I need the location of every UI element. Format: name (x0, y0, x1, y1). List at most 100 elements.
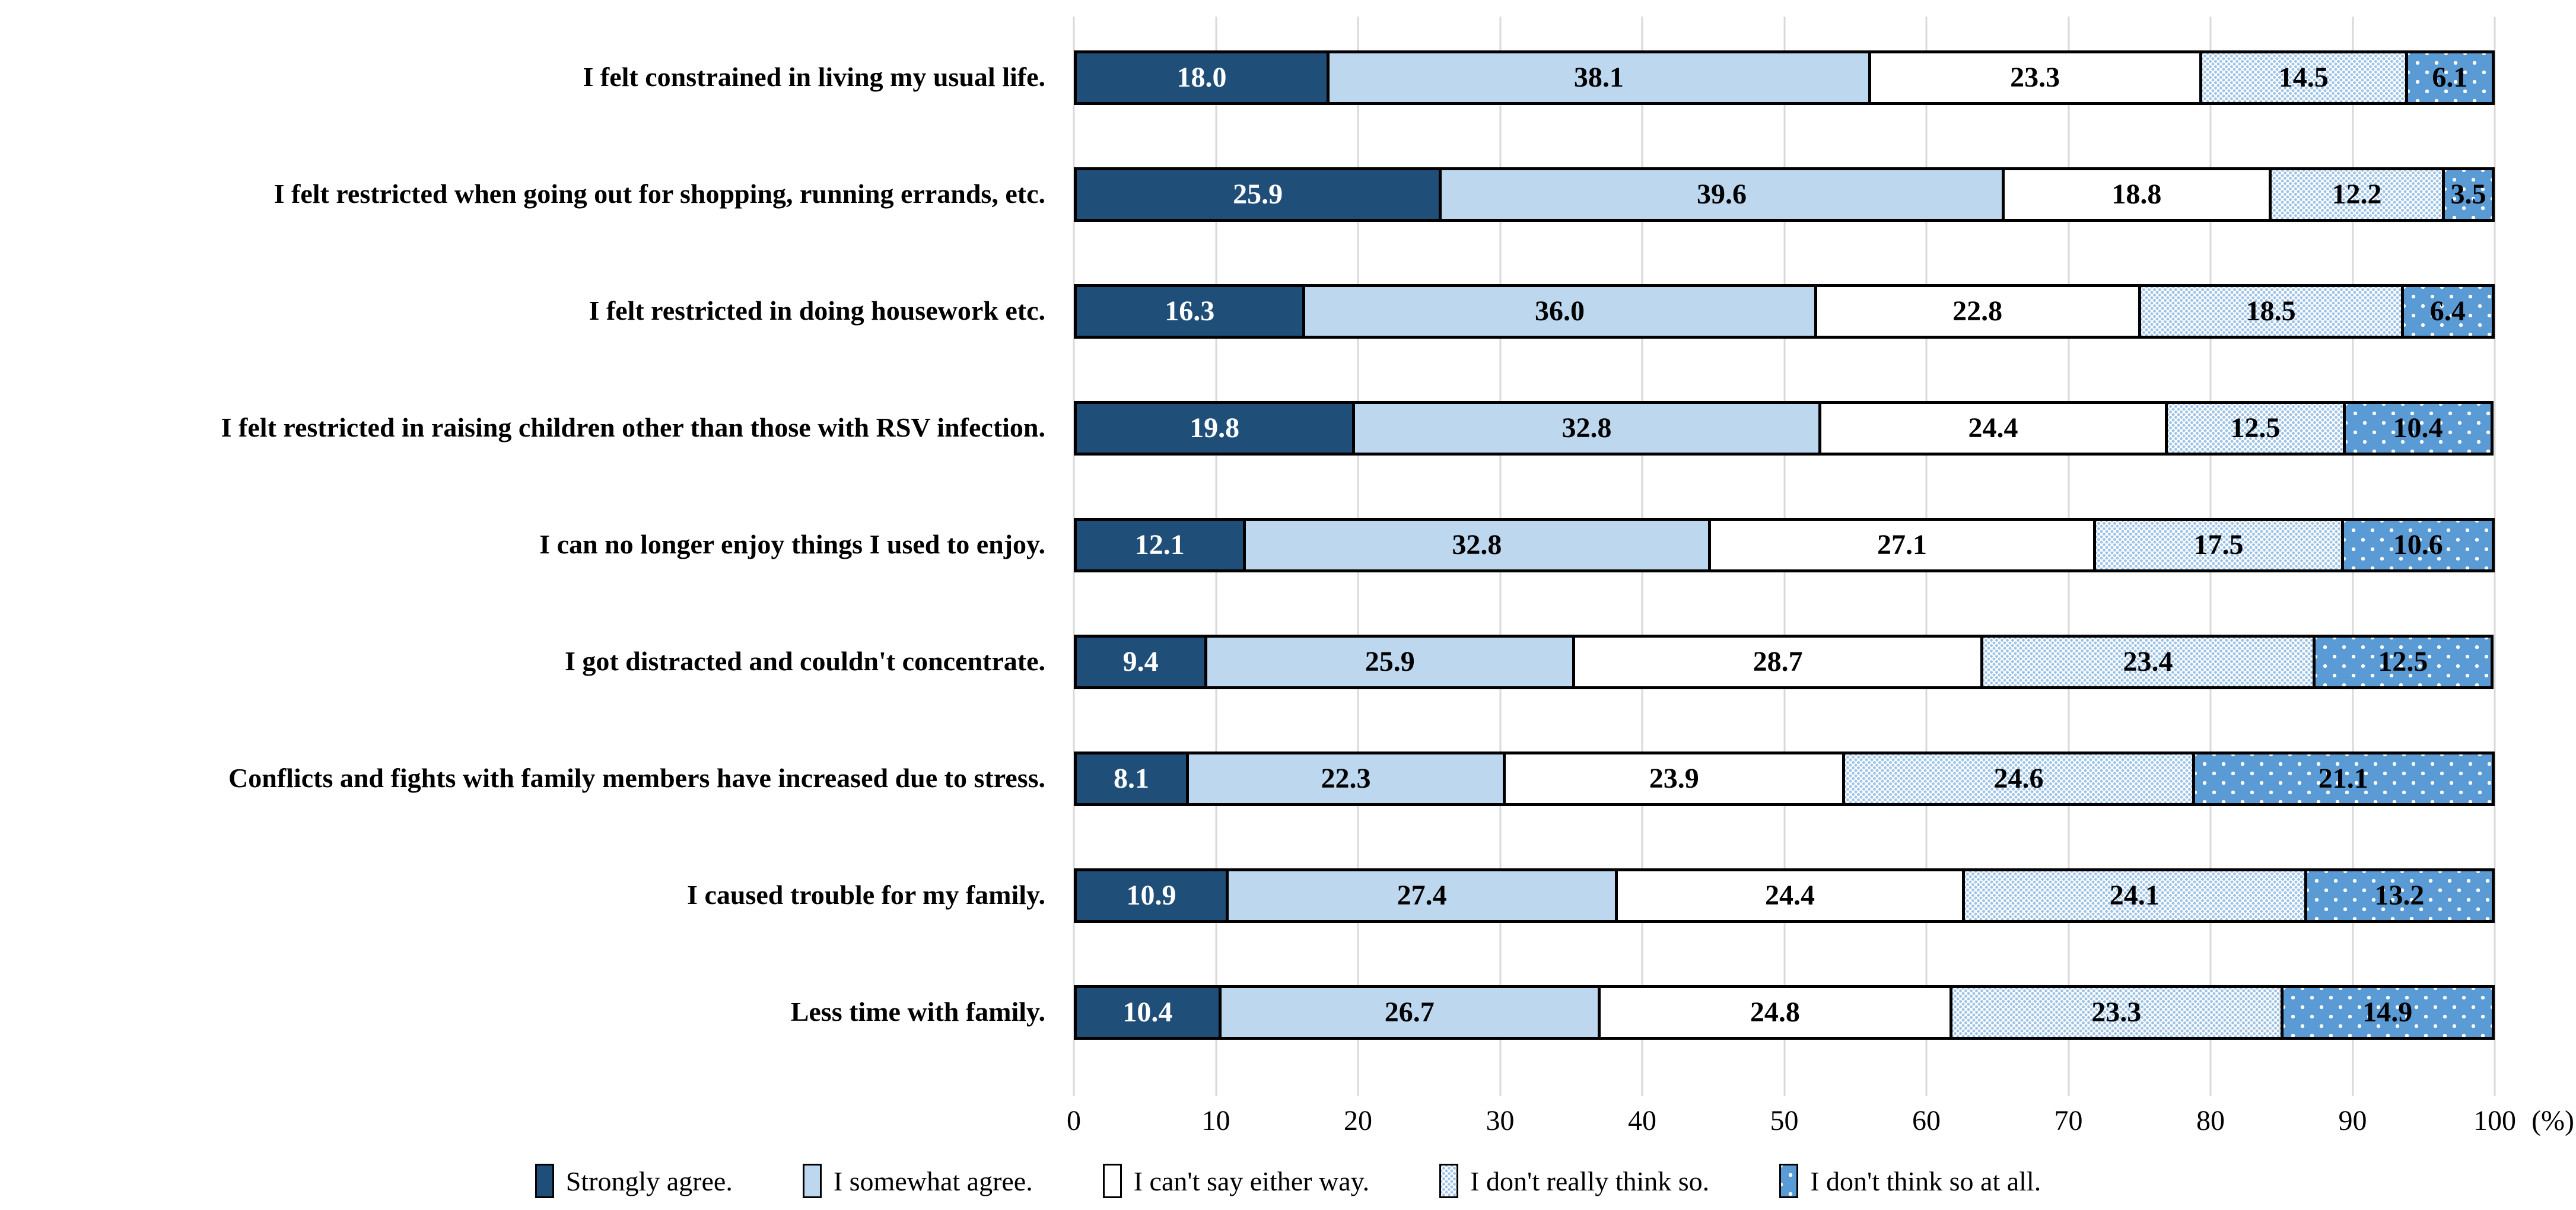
bar-row: I got distracted and couldn't concentrat… (0, 603, 2495, 720)
bar-segment: 12.2 (2271, 167, 2445, 222)
bar-segment: 16.3 (1074, 284, 1306, 339)
value-label: 24.6 (1993, 763, 2044, 794)
bar-segment: 24.6 (1845, 751, 2195, 806)
x-axis-tick: 10 (1201, 1105, 1230, 1136)
bar-row: I felt restricted in raising children ot… (0, 370, 2495, 486)
x-axis-tick: 0 (1067, 1105, 1081, 1136)
bar-segment: 27.1 (1711, 517, 2096, 572)
bar-segment: 32.8 (1355, 400, 1821, 456)
legend-label: I don't think so at all. (1810, 1166, 2041, 1196)
bar-segment: 25.9 (1074, 167, 1442, 222)
value-label: 12.1 (1134, 529, 1185, 561)
legend-swatch (802, 1164, 822, 1198)
bar-row: I felt restricted when going out for sho… (0, 136, 2495, 253)
bar-segment: 9.4 (1074, 634, 1208, 689)
legend: Strongly agree. I somewhat agree. I can't … (0, 1155, 2576, 1206)
value-label: 32.8 (1561, 412, 1612, 444)
value-label: 18.8 (2111, 179, 2162, 210)
value-label: 38.1 (1573, 62, 1624, 93)
bar-segment: 21.1 (2195, 751, 2495, 806)
bar-segment: 22.8 (1817, 284, 2141, 339)
bar-segment: 10.4 (1074, 985, 1222, 1040)
bar-segment: 39.6 (1442, 167, 2005, 222)
bar-segment: 36.0 (1305, 284, 1817, 339)
value-label: 10.4 (1122, 996, 1173, 1028)
bar-segment: 24.4 (1821, 400, 2168, 456)
bar-segment: 22.3 (1188, 751, 1506, 806)
bar-segment: 28.7 (1575, 634, 1983, 689)
bar-segment: 32.8 (1245, 517, 1712, 572)
bar-row: Conflicts and fights with family members… (0, 720, 2495, 837)
value-label: 17.5 (2193, 529, 2244, 561)
category-label: I felt constrained in living my usual li… (583, 62, 1045, 93)
stacked-bar: 12.1 32.8 27.1 17.5 10.6 (1074, 517, 2495, 572)
x-axis-tick: 30 (1486, 1105, 1515, 1136)
gridline (2494, 17, 2496, 1096)
value-label: 32.8 (1452, 529, 1502, 561)
legend-label: I can't say either way. (1133, 1166, 1370, 1196)
legend-swatch (1102, 1164, 1122, 1198)
stacked-bar: 16.3 36.0 22.8 18.5 6.4 (1074, 284, 2495, 339)
legend-label: I somewhat agree. (833, 1166, 1033, 1196)
bar-segment: 23.3 (1871, 50, 2202, 105)
category-label: I can no longer enjoy things I used to e… (539, 529, 1045, 560)
bar-segment: 26.7 (1221, 985, 1601, 1040)
bar-row: I felt constrained in living my usual li… (0, 19, 2495, 136)
stacked-bar: 9.4 25.9 28.7 23.4 12.5 (1074, 634, 2495, 689)
bar-row: I caused trouble for my family. 10.9 27.4 2… (0, 837, 2495, 954)
legend-item: I don't really think so. (1439, 1164, 1709, 1198)
value-label: 24.4 (1968, 412, 2018, 444)
bar-row: Less time with family. 10.4 26.7 24.8 23.3 14… (0, 954, 2495, 1071)
bar-segment: 19.8 (1074, 400, 1356, 456)
bar-segment: 24.1 (1964, 868, 2307, 923)
bar-segment: 23.3 (1952, 985, 2284, 1040)
bar-row: I can no longer enjoy things I used to e… (0, 486, 2495, 603)
x-axis-tick: 60 (1912, 1105, 1941, 1136)
bar-segment: 27.4 (1229, 868, 1618, 923)
bar-segment: 10.9 (1074, 868, 1229, 923)
bar-segment: 12.1 (1074, 517, 1246, 572)
category-label: I caused trouble for my family. (687, 880, 1045, 910)
legend-swatch (535, 1164, 554, 1198)
value-label: 23.9 (1649, 763, 1699, 794)
bar-segment: 13.2 (2307, 868, 2495, 923)
bar-segment: 8.1 (1074, 751, 1189, 806)
stacked-bar: 8.1 22.3 23.9 24.6 21.1 (1074, 751, 2495, 806)
value-label: 13.2 (2374, 880, 2425, 911)
bar-segment: 6.1 (2408, 50, 2495, 105)
value-label: 22.8 (1952, 295, 2003, 327)
category-label: Conflicts and fights with family members… (228, 763, 1045, 794)
bar-segment: 18.0 (1074, 50, 1330, 105)
category-label: I felt restricted in raising children ot… (221, 412, 1045, 443)
bar-segment: 23.4 (1983, 634, 2316, 689)
legend-item: I can't say either way. (1102, 1164, 1370, 1198)
value-label: 16.3 (1165, 295, 1215, 327)
value-label: 24.4 (1764, 880, 1815, 911)
x-axis-unit-label: (%) (2532, 1105, 2574, 1136)
legend-swatch (1779, 1164, 1799, 1198)
x-axis-tick: 80 (2196, 1105, 2225, 1136)
value-label: 26.7 (1384, 996, 1435, 1028)
bar-segment: 24.8 (1600, 985, 1953, 1040)
bar-segment: 10.4 (2345, 400, 2494, 456)
category-label: I felt restricted when going out for sho… (273, 179, 1045, 209)
legend-item: I don't think so at all. (1779, 1164, 2041, 1198)
legend-item: Strongly agree. (535, 1164, 733, 1198)
bar-row: I felt restricted in doing housework etc… (0, 253, 2495, 370)
bar-segment: 24.4 (1618, 868, 1965, 923)
value-label: 25.9 (1233, 179, 1283, 210)
category-label: I got distracted and couldn't concentrat… (564, 646, 1045, 677)
x-axis: (%) 0 10 20 30 40 50 60 70 80 90 100 (1067, 1104, 2574, 1152)
value-label: 18.0 (1176, 62, 1227, 93)
x-axis-tick: 90 (2338, 1105, 2367, 1136)
value-label: 3.5 (2450, 179, 2486, 210)
value-label: 25.9 (1365, 646, 1415, 677)
legend-item: I somewhat agree. (802, 1164, 1033, 1198)
value-label: 12.5 (2230, 412, 2281, 444)
bar-segment: 12.5 (2316, 634, 2494, 689)
bar-segment: 17.5 (2095, 517, 2345, 572)
value-label: 27.4 (1397, 880, 1447, 911)
bar-segment: 10.6 (2344, 517, 2495, 572)
x-axis-tick: 100 (2473, 1105, 2516, 1136)
